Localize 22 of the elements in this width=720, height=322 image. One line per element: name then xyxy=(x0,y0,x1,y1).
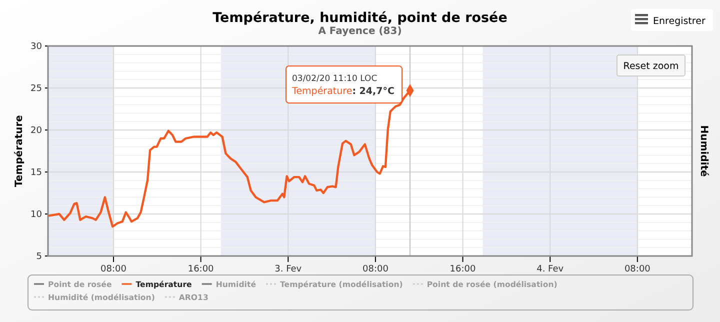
annotation: 03/02/20 11:10 LOC xyxy=(292,74,378,84)
x-tick-label: 16:00 xyxy=(188,264,214,274)
chart-title: Température, humidité, point de rosée xyxy=(212,10,508,26)
x-tick-label: 4. Fev xyxy=(536,264,564,274)
y-tick-label: 25 xyxy=(30,84,42,94)
chart-subtitle: A Fayence (83) xyxy=(318,26,402,37)
y2-axis-title: Humidité xyxy=(698,125,709,177)
annotation: Température: 24,7°C xyxy=(291,86,394,97)
y-tick-label: 20 xyxy=(30,126,42,136)
y-tick-label: 10 xyxy=(30,210,42,220)
annotation: Reset zoom xyxy=(623,61,679,72)
y-axis-title: Température xyxy=(14,114,25,187)
y-tick-label: 30 xyxy=(30,42,42,52)
reset-zoom-button: Reset zoom xyxy=(616,54,686,76)
y-tick-label: 5 xyxy=(36,252,42,262)
x-tick-label: 3. Fev xyxy=(274,264,302,274)
export-button: Enregistrer xyxy=(631,9,713,31)
x-tick-label: 08:00 xyxy=(362,264,389,274)
y-tick-label: 15 xyxy=(30,168,42,178)
x-tick-label: 08:00 xyxy=(100,264,127,274)
x-tick-label: 16:00 xyxy=(450,264,476,274)
x-tick-label: 08:00 xyxy=(624,264,651,274)
